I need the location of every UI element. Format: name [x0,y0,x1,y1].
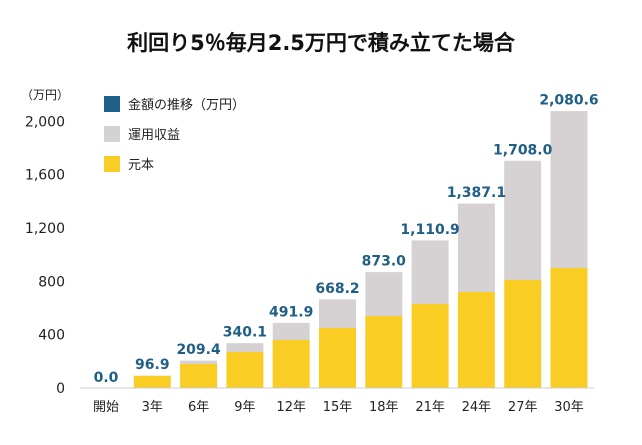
bar-return [272,322,311,340]
y-axis: 0 400 800 1,200 1,600 2,000 [25,114,65,397]
bar-return [318,298,357,328]
data-label: 668.2 [315,281,359,297]
data-label: 873.0 [362,254,407,270]
legend-label-totals: 金額の推移（万円） [128,97,245,113]
x-tick-label: 開始 [93,400,119,415]
bar-return [225,342,264,352]
bar-return [411,239,450,304]
data-label: 340.1 [223,325,267,341]
x-axis: 開始 3年 6年 9年 12年 15年 18年 21年 24年 27年 30年 [80,387,594,415]
data-label: 491.9 [269,304,313,320]
bar-principal [550,268,588,388]
y-tick-label: 800 [38,274,65,290]
bar-principal [133,376,172,388]
legend: 金額の推移（万円） 運用収益 元本 [104,96,245,173]
data-label: 2,080.6 [539,93,598,109]
x-tick-label: 24年 [462,400,492,415]
bar-principal [503,280,542,388]
legend-swatch-principal [104,156,120,172]
x-tick-label: 30年 [554,400,584,415]
legend-swatch-totals [104,96,120,112]
x-tick-label: 27年 [508,400,538,415]
legend-label-principal: 元本 [128,158,154,173]
bar-return [179,360,218,364]
x-tick-label: 9年 [234,400,255,415]
bar-principal [411,304,450,388]
x-tick-label: 15年 [323,400,353,415]
bar-principal [272,340,311,388]
y-tick-label: 1,600 [25,168,65,184]
data-label: 1,387.1 [447,185,506,201]
bar-principal [318,328,357,388]
bar-return [550,110,588,268]
bar-principal [364,316,403,388]
x-tick-label: 21年 [415,400,445,415]
legend-label-return: 運用収益 [128,128,180,143]
x-tick-label: 18年 [369,400,399,415]
bar-return [503,160,542,280]
bar-principal [457,292,496,388]
data-label: 96.9 [135,357,170,373]
data-label: 1,708.0 [493,142,553,158]
chart-title: 利回り5％毎月2.5万円で積み立てた場合 [127,31,516,55]
bar-return [457,203,496,292]
legend-swatch-return [104,126,120,142]
y-tick-label: 0 [56,381,65,397]
data-label: 0.0 [94,370,119,386]
data-label: 1,110.9 [400,222,459,238]
bars [132,110,589,389]
bar-return [364,271,403,316]
x-tick-label: 6年 [188,400,209,415]
bar-principal [225,352,264,388]
y-tick-label: 400 [38,328,65,344]
y-tick-label: 1,200 [25,221,65,237]
y-tick-label: 2,000 [25,114,65,130]
y-unit-label: （万円） [21,88,69,102]
x-tick-label: 3年 [142,400,163,415]
data-label: 209.4 [176,342,221,358]
bar-principal [179,364,218,388]
x-tick-label: 12年 [276,400,306,415]
